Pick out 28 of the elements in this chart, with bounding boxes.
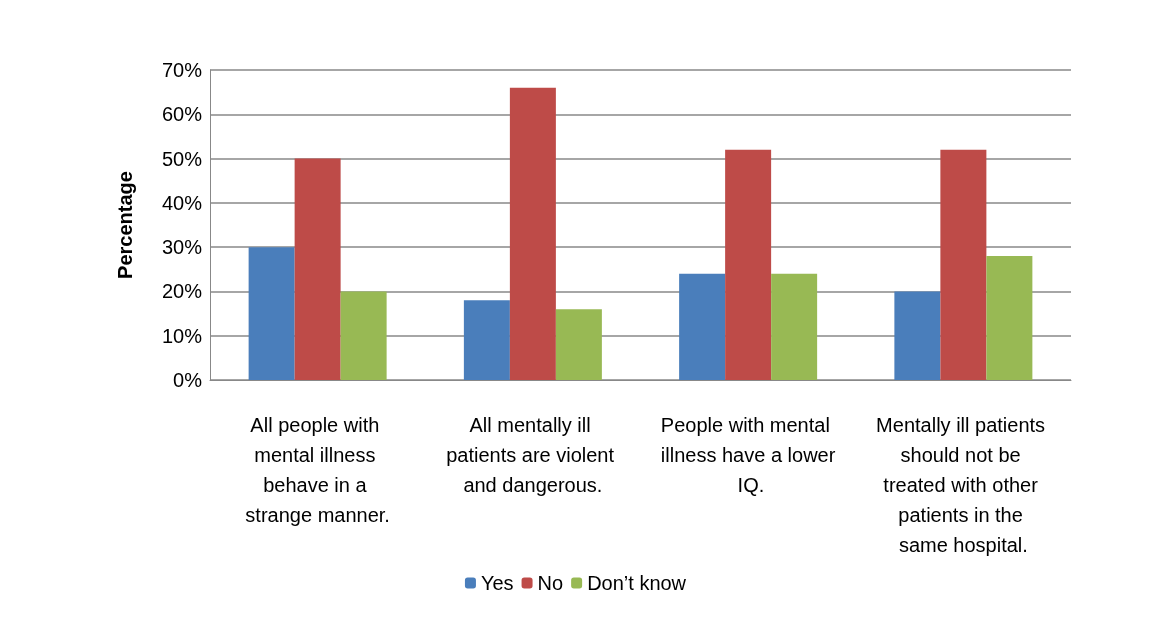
y-tick-label: 20% — [161, 280, 203, 303]
y-tick-label: 40% — [161, 191, 203, 214]
bar — [340, 291, 387, 380]
legend-label: Yes — [480, 572, 514, 594]
x-tick-label: All mentally ill patients are violent and dangerous. — [446, 414, 620, 496]
bar — [725, 149, 772, 380]
legend-label: Don’t know — [587, 572, 687, 594]
y-tick-label: 0% — [173, 369, 203, 391]
bar — [986, 256, 1033, 380]
bar — [248, 247, 295, 380]
y-tick-label: 60% — [161, 103, 203, 126]
bar — [509, 87, 556, 380]
y-axis-title: Percentage — [114, 171, 136, 279]
y-tick-label: 50% — [161, 147, 203, 170]
legend-label: No — [537, 572, 564, 594]
bar — [940, 149, 987, 380]
x-tick-label: People with mental illness have a lower IQ. — [660, 414, 836, 496]
y-tick-label: 70% — [161, 59, 203, 81]
bar — [771, 273, 818, 380]
bar — [679, 273, 726, 380]
bar — [555, 309, 602, 380]
bar — [894, 291, 941, 380]
bar — [463, 300, 510, 380]
bar — [294, 158, 341, 380]
y-tick-label: 10% — [161, 324, 203, 347]
x-tick-label: All people with mental illness behave in a strange manner. — [245, 414, 390, 526]
y-tick-label: 30% — [161, 236, 203, 259]
x-tick-label: Mentally ill patients should not be treated with other patients in the same hospital. — [876, 414, 1051, 556]
